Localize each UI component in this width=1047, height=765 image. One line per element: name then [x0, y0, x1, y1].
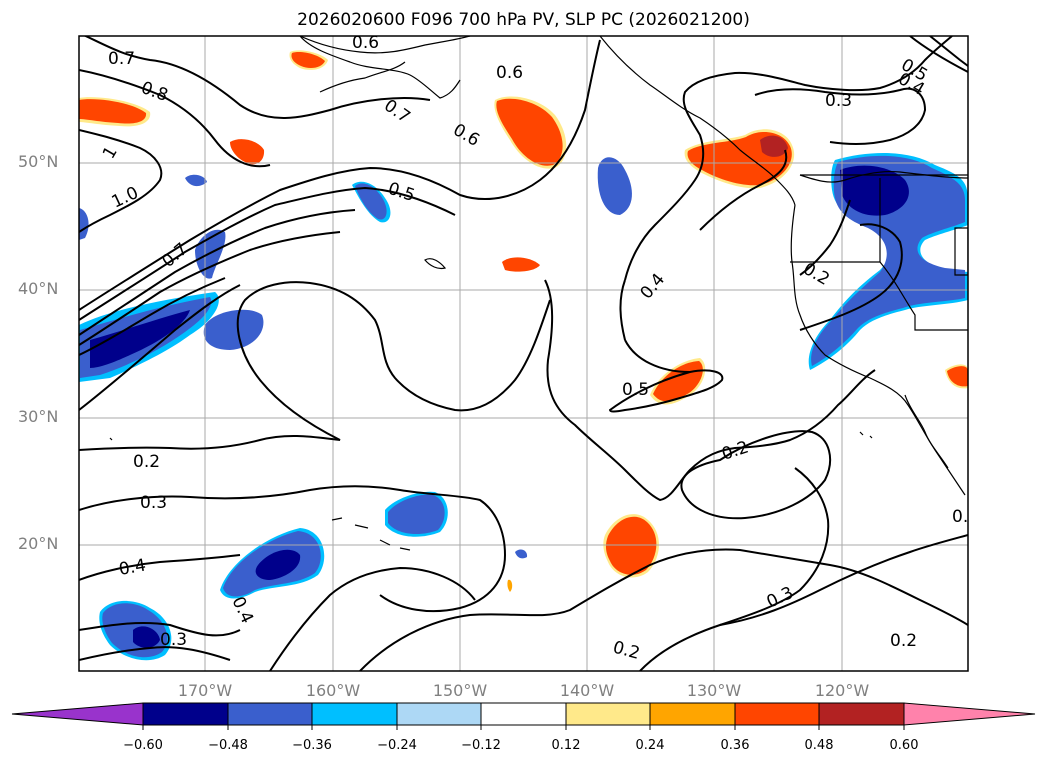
colorbar-segment	[396, 702, 482, 726]
contour-label: 0.7	[108, 49, 135, 69]
colorbar-segment	[311, 702, 398, 726]
contour-label: 0.	[952, 507, 968, 527]
contour-label: 1.0	[109, 183, 142, 213]
contour-label: 0.8	[138, 78, 170, 106]
colorbar-segment	[818, 702, 905, 726]
map-title: 2026020600 F096 700 hPa PV, SLP PC (2026…	[297, 10, 750, 30]
contour-label: 0.2	[611, 638, 642, 664]
colorbar-tick-label: −0.24	[377, 738, 417, 753]
contour-label: 0.2	[719, 437, 751, 464]
lon-label: 170°W	[177, 681, 233, 700]
contour-label: 0.2	[890, 631, 917, 651]
colorbar-tick-label: 0.60	[889, 738, 919, 753]
lon-label: 120°W	[814, 681, 870, 700]
lat-label: 50°N	[18, 152, 59, 171]
colorbar-tick-label: 0.36	[720, 738, 750, 753]
colorbar-max-extend	[903, 702, 1036, 726]
colorbar-segment	[649, 702, 736, 726]
contour-label: 0.2	[133, 452, 160, 472]
contour-label: 0.3	[825, 91, 852, 111]
lat-label: 30°N	[18, 407, 59, 426]
negative-anomaly-regions	[79, 153, 968, 661]
colorbar-tick-label: 0.12	[551, 738, 581, 753]
lat-lon-grid	[79, 36, 968, 671]
contour-label: 0.4	[227, 594, 257, 627]
contour-lines	[79, 36, 968, 671]
lon-label: 160°W	[305, 681, 361, 700]
colorbar-tick-label: 0.24	[635, 738, 665, 753]
colorbar-tick-label: −0.48	[208, 738, 248, 753]
lat-label: 20°N	[18, 534, 59, 553]
contour-label: 0.7	[380, 96, 414, 128]
lon-label: 130°W	[686, 681, 742, 700]
contour-label: 0.5	[622, 380, 649, 400]
colorbar-tick-label: −0.36	[292, 738, 332, 753]
lon-label: 140°W	[559, 681, 615, 700]
contour-label: 0.6	[450, 120, 483, 151]
colorbar-tick-label: −0.12	[461, 738, 501, 753]
map-frame	[78, 35, 969, 672]
contour-label: 0.4	[637, 270, 670, 304]
colorbar-tick-label: 0.48	[804, 738, 834, 753]
colorbar-segment	[734, 702, 820, 726]
contour-label: 0.3	[140, 493, 167, 513]
contour-label: 0.3	[160, 630, 187, 650]
colorbar-segment	[565, 702, 651, 726]
colorbar	[11, 702, 1036, 730]
contour-label: 0.6	[352, 33, 379, 53]
contour-label: 1	[99, 143, 122, 162]
colorbar-segment	[142, 702, 229, 726]
contour-label: 0.6	[496, 63, 523, 83]
lat-label: 40°N	[18, 279, 59, 298]
coastlines	[109, 36, 968, 551]
colorbar-min-extend	[11, 702, 144, 726]
contour-label: 0.2	[800, 259, 833, 290]
positive-anomaly-regions	[79, 50, 968, 592]
contour-label: 0.5	[385, 179, 417, 206]
contour-label: 0.4	[117, 556, 147, 580]
colorbar-segment	[480, 702, 567, 726]
colorbar-segment	[227, 702, 313, 726]
colorbar-tick-label: −0.60	[123, 738, 163, 753]
lon-label: 150°W	[432, 681, 488, 700]
